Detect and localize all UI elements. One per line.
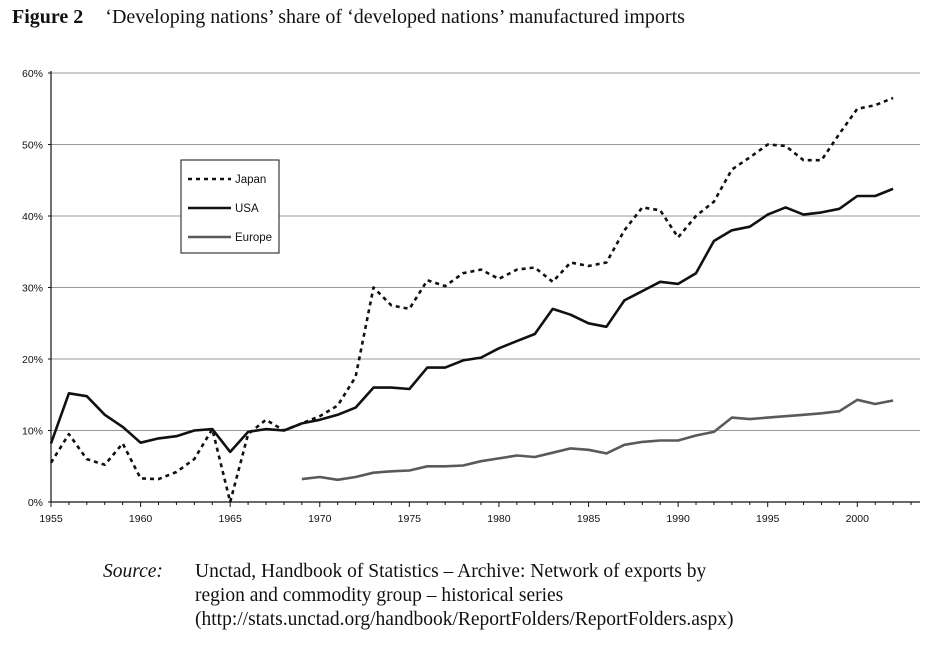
legend-label-europe: Europe (235, 232, 272, 244)
source-line: Unctad, Handbook of Statistics – Archive… (195, 561, 707, 582)
x-tick-label: 1985 (577, 513, 601, 525)
figure-caption: ‘Developing nations’ share of ‘developed… (105, 6, 685, 28)
x-tick-label: 1975 (398, 513, 422, 525)
source-text: Unctad, Handbook of Statistics – Archive… (195, 560, 915, 632)
y-tick-label: 0% (28, 497, 43, 509)
y-tick-label: 20% (22, 354, 43, 366)
x-tick-label: 1995 (756, 513, 780, 525)
figure-title: Figure 2 ‘Developing nations’ share of ‘d… (12, 6, 685, 29)
series-line-usa (49, 187, 894, 454)
x-tick-label: 1955 (39, 513, 63, 525)
source-line: region and commodity group – historical … (195, 585, 564, 606)
x-tick-label: 1990 (666, 513, 690, 525)
figure-number: Figure 2 (12, 6, 84, 28)
x-tick-label: 2000 (846, 513, 870, 525)
y-tick-label: 40% (22, 211, 43, 223)
x-tick-label: 1980 (487, 513, 511, 525)
line-chart: 0% 10% 20% 30% 40% 50% 60% 1955 1960 1965 1970 1975… (22, 68, 920, 525)
source-label: Source: (103, 561, 163, 582)
y-tick-label: 60% (22, 68, 43, 80)
source-line: (http://stats.unctad.org/handbook/Report… (195, 609, 734, 630)
series-line-europe (301, 398, 894, 482)
legend-label-japan: Japan (235, 174, 266, 186)
legend-label-usa: USA (235, 203, 259, 215)
x-tick-label: 1960 (129, 513, 153, 525)
y-tick-label: 50% (22, 140, 43, 152)
x-tick-label: 1965 (218, 513, 242, 525)
y-tick-label: 30% (22, 283, 43, 295)
x-tick-label: 1970 (308, 513, 332, 525)
series-line-japan (49, 96, 894, 504)
y-tick-label: 10% (22, 426, 43, 438)
